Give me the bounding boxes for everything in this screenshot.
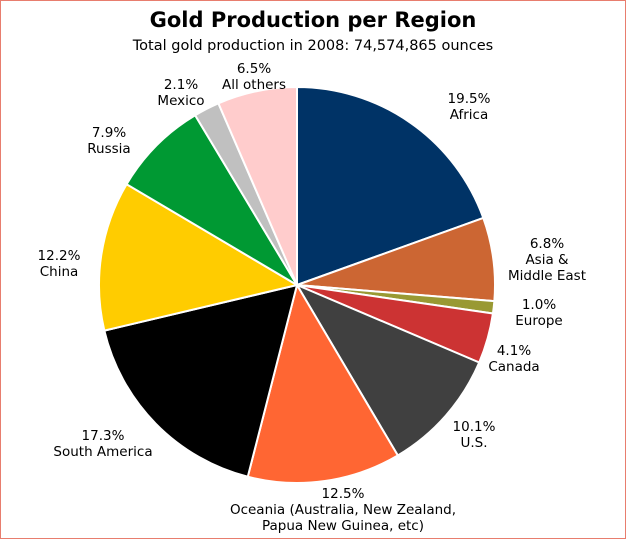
- pie-label-name: U.S.: [460, 435, 487, 451]
- pie-label-percent: 7.9%: [92, 125, 126, 141]
- pie-slice-china: [98, 183, 298, 332]
- pie-label-all-others: 6.5%All others: [222, 61, 286, 93]
- pie-label-name: Middle East: [508, 268, 586, 284]
- pie-label-name: South America: [53, 444, 152, 460]
- pie-slices: [98, 86, 496, 484]
- chart-title: Gold Production per Region: [149, 8, 477, 32]
- pie-label-name: Oceania (Australia, New Zealand,: [230, 502, 456, 518]
- pie-label-name: Papua New Guinea, etc): [262, 518, 424, 534]
- pie-label-oceania: 12.5%Oceania (Australia, New Zealand,Pap…: [230, 486, 456, 534]
- pie-label-percent: 12.5%: [322, 486, 365, 502]
- chart-subtitle: Total gold production in 2008: 74,574,86…: [132, 38, 494, 54]
- pie-label-name: Canada: [488, 359, 539, 375]
- pie-label-asia: 6.8%Asia &Middle East: [508, 236, 586, 284]
- pie-label-name: China: [40, 264, 79, 280]
- pie-label-name: Europe: [515, 313, 562, 329]
- pie-label-europe: 1.0%Europe: [515, 297, 562, 329]
- pie-label-name: Africa: [450, 107, 489, 123]
- pie-label-percent: 17.3%: [82, 428, 125, 444]
- pie-label-canada: 4.1%Canada: [488, 343, 539, 375]
- pie-label-name: Asia &: [525, 252, 569, 268]
- pie-label-percent: 6.8%: [530, 236, 564, 252]
- pie-label-south-america: 17.3%South America: [53, 428, 152, 460]
- pie-slice-south-america: [103, 284, 298, 478]
- pie-slice-russia: [125, 114, 298, 286]
- pie-label-africa: 19.5%Africa: [448, 91, 491, 123]
- pie-slice-u-s: [296, 284, 481, 457]
- pie-label-percent: 12.2%: [38, 248, 81, 264]
- pie-label-percent: 1.0%: [522, 297, 556, 313]
- pie-label-percent: 6.5%: [237, 61, 271, 77]
- pie-label-percent: 10.1%: [453, 419, 496, 435]
- pie-label-percent: 19.5%: [448, 91, 491, 107]
- pie-slice-all-others: [217, 86, 298, 286]
- pie-label-u-s: 10.1%U.S.: [453, 419, 496, 451]
- pie-label-china: 12.2%China: [38, 248, 81, 280]
- pie-label-mexico: 2.1%Mexico: [157, 77, 204, 109]
- pie-label-russia: 7.9%Russia: [87, 125, 130, 157]
- pie-labels: 19.5%Africa 6.8%Asia &Middle East 1.0%Euro…: [38, 61, 586, 534]
- pie-slice-africa: [296, 86, 485, 286]
- pie-label-percent: 2.1%: [164, 77, 198, 93]
- pie-label-percent: 4.1%: [497, 343, 531, 359]
- pie-label-name: Russia: [87, 141, 130, 157]
- pie-label-name: Mexico: [157, 93, 204, 109]
- pie-label-name: All others: [222, 77, 286, 93]
